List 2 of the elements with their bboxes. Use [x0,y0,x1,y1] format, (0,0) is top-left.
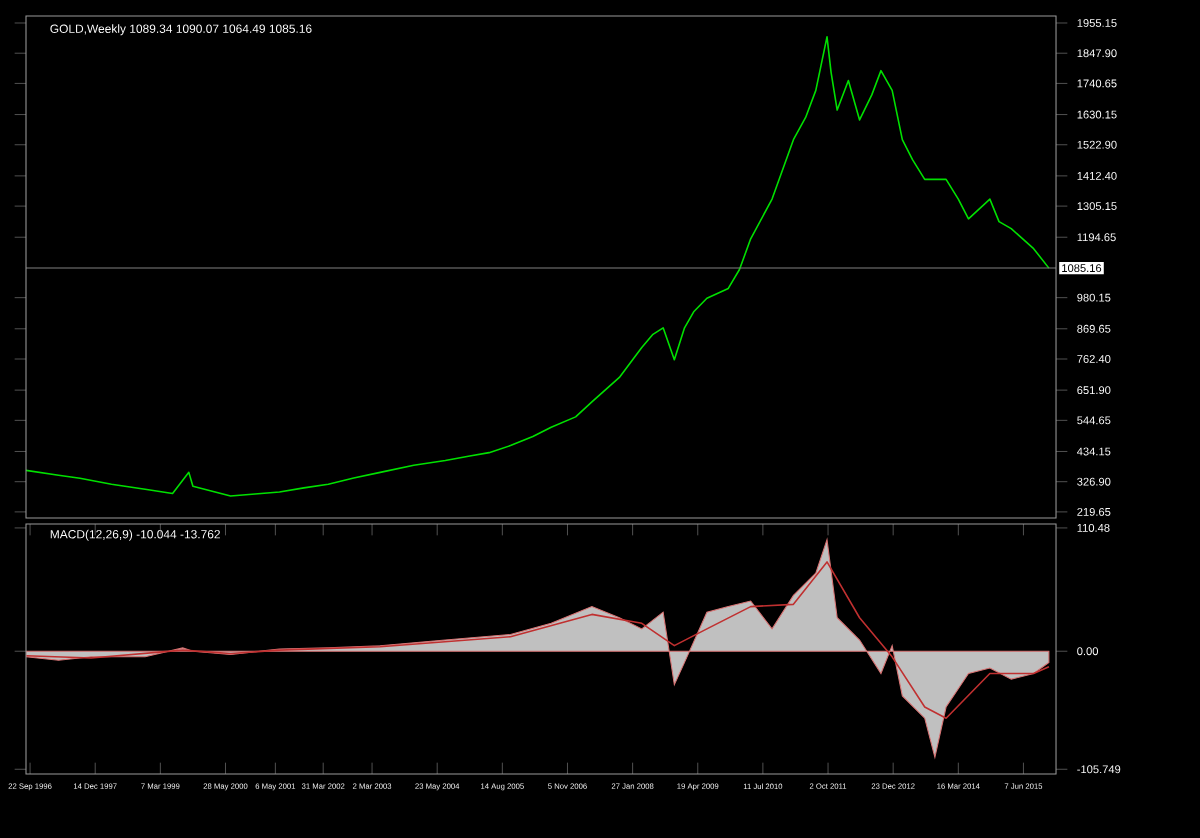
line-series [26,36,1050,497]
line-series [26,561,1050,719]
